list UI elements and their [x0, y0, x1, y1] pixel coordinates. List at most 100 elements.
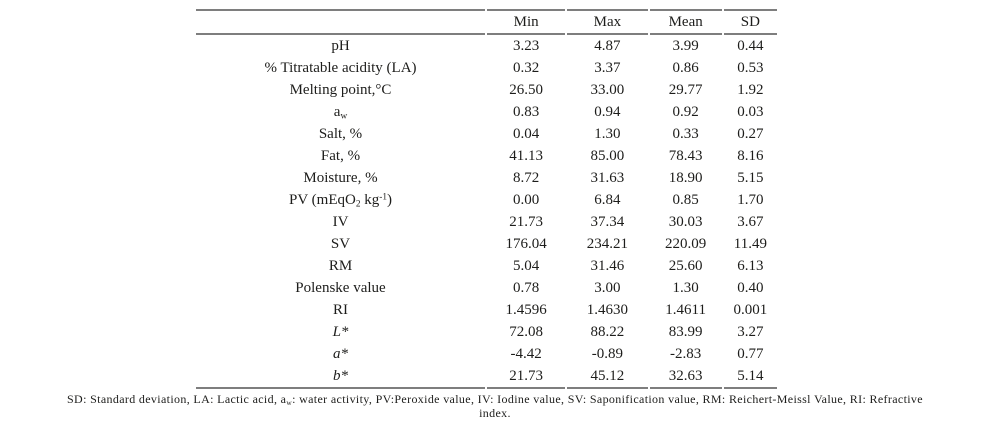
max-cell: 0.94 — [594, 104, 621, 120]
row-label-cell: pH — [331, 38, 350, 54]
max-cell: 88.22 — [590, 324, 625, 340]
pv-label-part: PV (mEqO — [289, 192, 356, 208]
max-cell: 33.00 — [590, 82, 625, 98]
mean-cell: 1.30 — [672, 280, 699, 296]
max-cell: 45.12 — [567, 365, 648, 389]
mean-cell: 78.43 — [668, 148, 703, 164]
mean-cell: 0.85 — [672, 192, 699, 208]
table-footnote: SD: Standard deviation, LA: Lactic acid,… — [0, 392, 990, 420]
min-cell: 0.00 — [513, 192, 540, 208]
sd-cell: 0.77 — [737, 346, 764, 362]
sd-cell: 1.92 — [737, 82, 764, 98]
row-label-cell: RI — [333, 302, 348, 318]
min-cell: -4.42 — [510, 346, 542, 362]
table-row: Polenske value 0.78 3.00 1.30 0.40 — [196, 277, 777, 299]
max-cell: 234.21 — [586, 236, 629, 252]
table-row: Melting point,°C 26.50 33.00 29.77 1.92 — [196, 79, 777, 101]
min-cell: 0.78 — [513, 280, 540, 296]
pv-label-part: kg — [360, 192, 380, 208]
max-cell: 37.34 — [590, 214, 625, 230]
table-row: a* -4.42 -0.89 -2.83 0.77 — [196, 343, 777, 365]
max-cell: 31.46 — [590, 258, 625, 274]
row-label-cell: Moisture, % — [303, 170, 378, 186]
table-row: IV 21.73 37.34 30.03 3.67 — [196, 211, 777, 233]
sd-cell: 5.14 — [723, 365, 777, 389]
table-row: RI 1.4596 1.4630 1.4611 0.001 — [196, 299, 777, 321]
summary-statistics-table: Min Max Mean SD pH 3.23 4.87 3.99 0.44 %… — [194, 9, 779, 389]
mean-cell: 18.90 — [668, 170, 703, 186]
sd-cell: 1.70 — [737, 192, 764, 208]
header-sd: SD — [723, 9, 777, 35]
mean-cell: 30.03 — [668, 214, 703, 230]
sd-cell: 0.03 — [737, 104, 764, 120]
table-row: Salt, % 0.04 1.30 0.33 0.27 — [196, 123, 777, 145]
header-max: Max — [567, 9, 648, 35]
mean-cell: 0.33 — [672, 126, 699, 142]
mean-cell: 3.99 — [672, 38, 699, 54]
max-cell: 1.30 — [594, 126, 621, 142]
row-label-cell: Salt, % — [318, 126, 363, 142]
row-label-cell: b* — [196, 365, 485, 389]
mean-cell: 0.86 — [672, 60, 699, 76]
min-cell: 21.73 — [509, 214, 543, 230]
mean-cell: -2.83 — [670, 346, 702, 362]
header-empty-cell — [196, 9, 485, 35]
mean-cell: 1.4611 — [665, 302, 706, 318]
row-label-cell: PV (mEqO2 kg-1) — [196, 189, 485, 211]
sd-cell: 0.53 — [737, 60, 764, 76]
table-row: L* 72.08 88.22 83.99 3.27 — [196, 321, 777, 343]
header-mean: Mean — [649, 9, 722, 35]
sd-cell: 11.49 — [733, 236, 767, 252]
min-cell: 8.72 — [513, 170, 540, 186]
row-label-cell: SV — [330, 236, 351, 252]
table-row: PV (mEqO2 kg-1) 0.00 6.84 0.85 1.70 — [196, 189, 777, 211]
min-cell: 21.73 — [487, 365, 566, 389]
row-label-cell: L* — [332, 324, 349, 340]
max-cell: 85.00 — [590, 148, 625, 164]
row-label-cell: RM — [328, 258, 353, 274]
footnote-aw-subscript: w — [286, 397, 293, 407]
footnote-text: : water activity, PV:Peroxide value, IV:… — [292, 392, 923, 406]
min-cell: 0.83 — [513, 104, 540, 120]
row-label-cell: Melting point,°C — [289, 82, 392, 98]
footnote-text: SD: Standard deviation, LA: Lactic acid,… — [67, 392, 287, 406]
sd-cell: 3.27 — [737, 324, 764, 340]
sd-cell: 3.67 — [737, 214, 764, 230]
sd-cell: 8.16 — [737, 148, 764, 164]
row-label-cell: % Titratable acidity (LA) — [264, 60, 417, 76]
max-cell: 1.4630 — [586, 302, 629, 318]
aw-subscript: w — [340, 111, 348, 122]
table-row: Fat, % 41.13 85.00 78.43 8.16 — [196, 145, 777, 167]
mean-cell: 220.09 — [665, 236, 707, 252]
sd-cell: 6.13 — [737, 258, 764, 274]
pv-kg-superscript: -1 — [379, 192, 387, 203]
pv-label-part: ) — [386, 192, 392, 208]
min-cell: 1.4596 — [505, 302, 547, 318]
header-row: Min Max Mean SD — [196, 9, 777, 35]
table-row: SV 176.04 234.21 220.09 11.49 — [196, 233, 777, 255]
footnote-line1: SD: Standard deviation, LA: Lactic acid,… — [0, 392, 990, 406]
row-label-cell: aw — [196, 101, 485, 123]
sd-cell: 5.15 — [737, 170, 764, 186]
mean-cell: 29.77 — [668, 82, 703, 98]
sd-cell: 0.44 — [737, 38, 764, 54]
row-label-cell: a* — [333, 346, 348, 362]
mean-cell: 25.60 — [668, 258, 703, 274]
min-cell: 3.23 — [513, 38, 540, 54]
sd-cell: 0.27 — [737, 126, 764, 142]
max-cell: 3.37 — [594, 60, 621, 76]
min-cell: 5.04 — [513, 258, 540, 274]
row-label-cell: IV — [332, 214, 349, 230]
mean-cell: 0.92 — [672, 104, 699, 120]
header-min: Min — [487, 9, 566, 35]
sd-cell: 0.40 — [737, 280, 764, 296]
max-cell: -0.89 — [591, 346, 624, 362]
aw-base: a — [333, 104, 341, 120]
min-cell: 176.04 — [505, 236, 547, 252]
mean-cell: 32.63 — [649, 365, 722, 389]
table-row: Moisture, % 8.72 31.63 18.90 5.15 — [196, 167, 777, 189]
min-cell: 0.32 — [513, 60, 540, 76]
mean-cell: 83.99 — [668, 324, 703, 340]
pv-o2-subscript: 2 — [355, 199, 361, 210]
footnote-line2: index. — [479, 406, 511, 420]
